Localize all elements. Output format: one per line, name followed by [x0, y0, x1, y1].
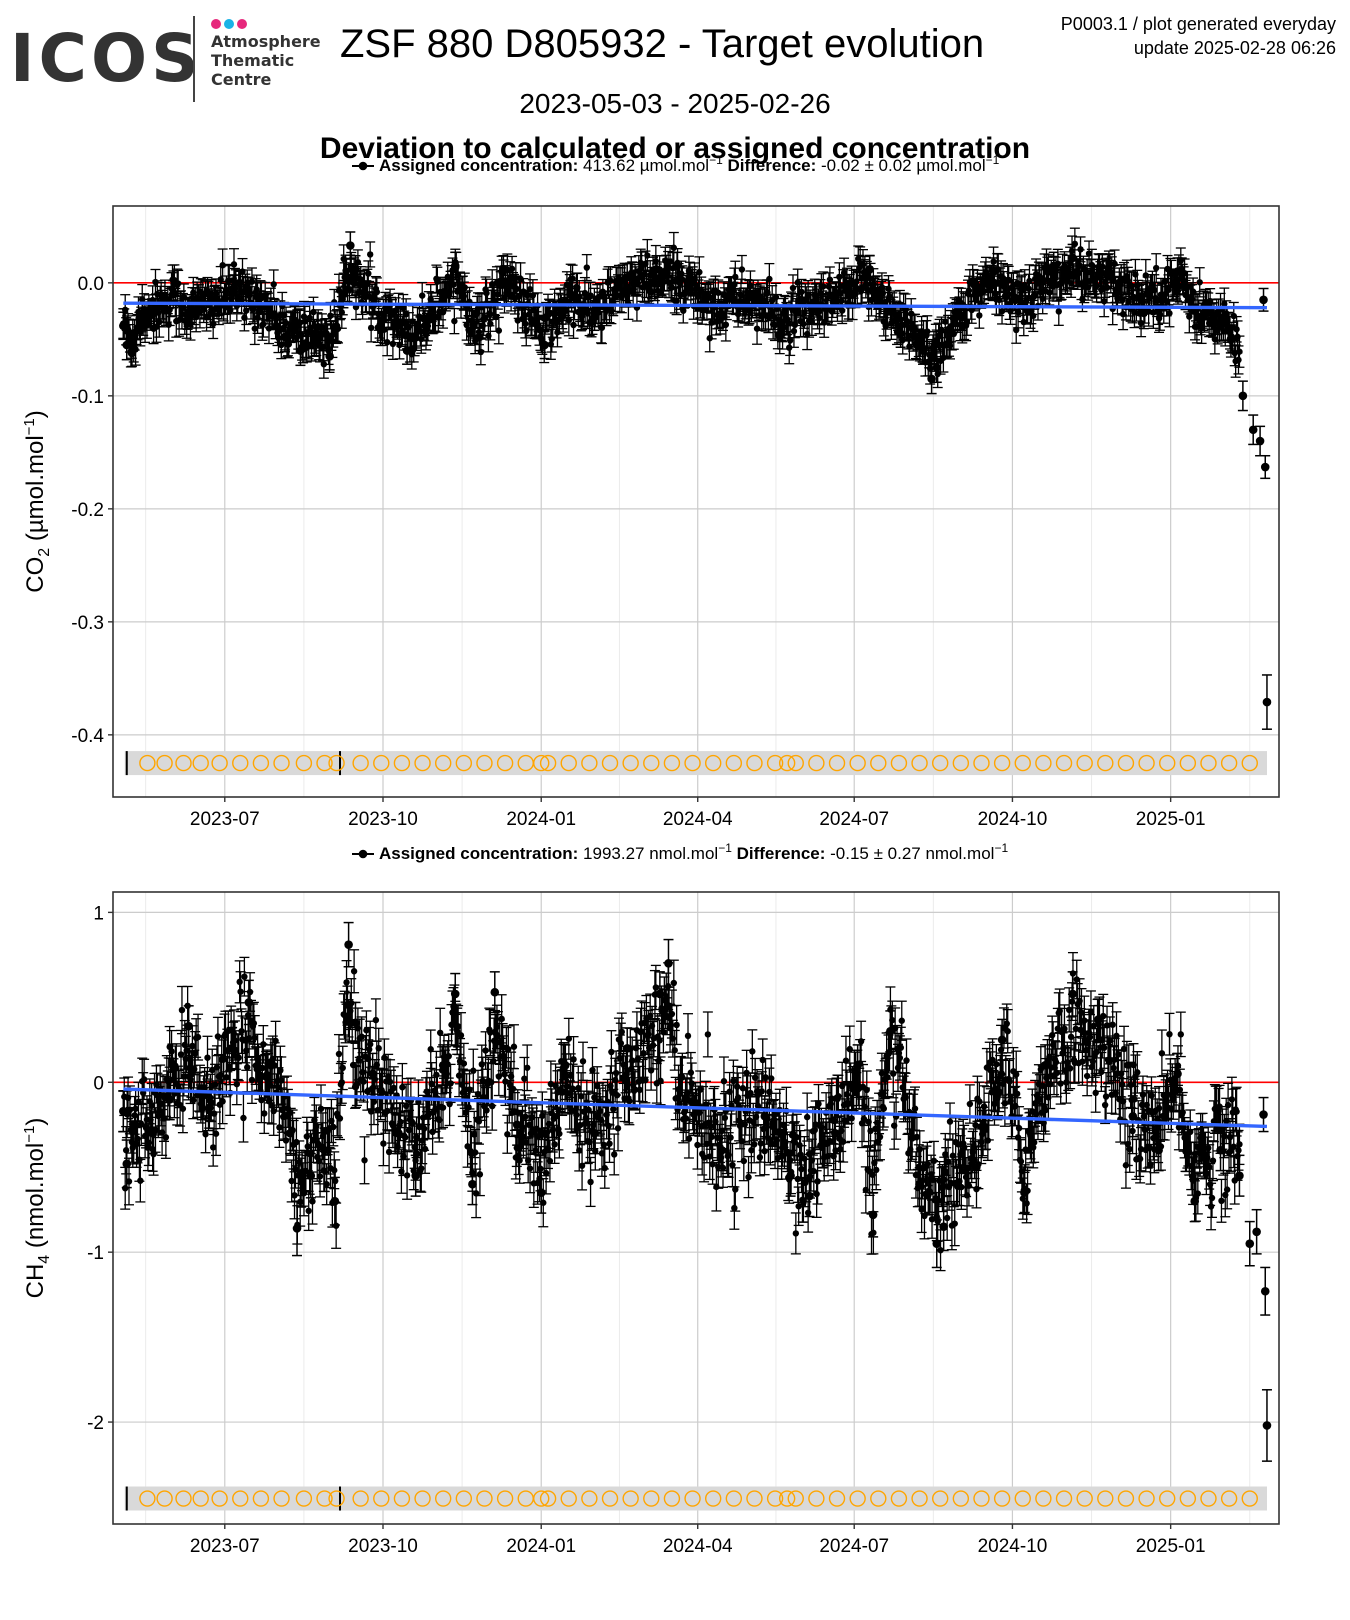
data-point [487, 321, 493, 327]
data-point [231, 261, 237, 267]
data-point [839, 307, 845, 313]
data-point [522, 321, 528, 327]
data-point [327, 312, 333, 318]
data-point [368, 325, 374, 331]
data-point [766, 276, 772, 282]
data-point [951, 331, 957, 337]
data-point [496, 327, 502, 333]
data-point [419, 292, 425, 298]
data-point [966, 287, 972, 293]
data-point [791, 328, 797, 334]
data-point [739, 266, 745, 272]
data-point [509, 266, 515, 272]
data-point [367, 251, 373, 257]
data-point [166, 322, 172, 328]
data-point [249, 278, 255, 284]
data-point [584, 264, 590, 270]
data-point [390, 341, 396, 347]
data-point [365, 270, 371, 276]
data-point [271, 281, 277, 287]
data-point [723, 321, 729, 327]
data-point [1030, 313, 1036, 319]
data-point [976, 312, 982, 318]
data-point [696, 269, 702, 275]
data-point [731, 281, 737, 287]
data-point [820, 283, 826, 289]
data-point [790, 285, 796, 291]
data-point [964, 319, 970, 325]
data-point [800, 321, 806, 327]
data-point [451, 318, 457, 324]
data-point [671, 245, 677, 251]
data-point [1025, 285, 1031, 291]
